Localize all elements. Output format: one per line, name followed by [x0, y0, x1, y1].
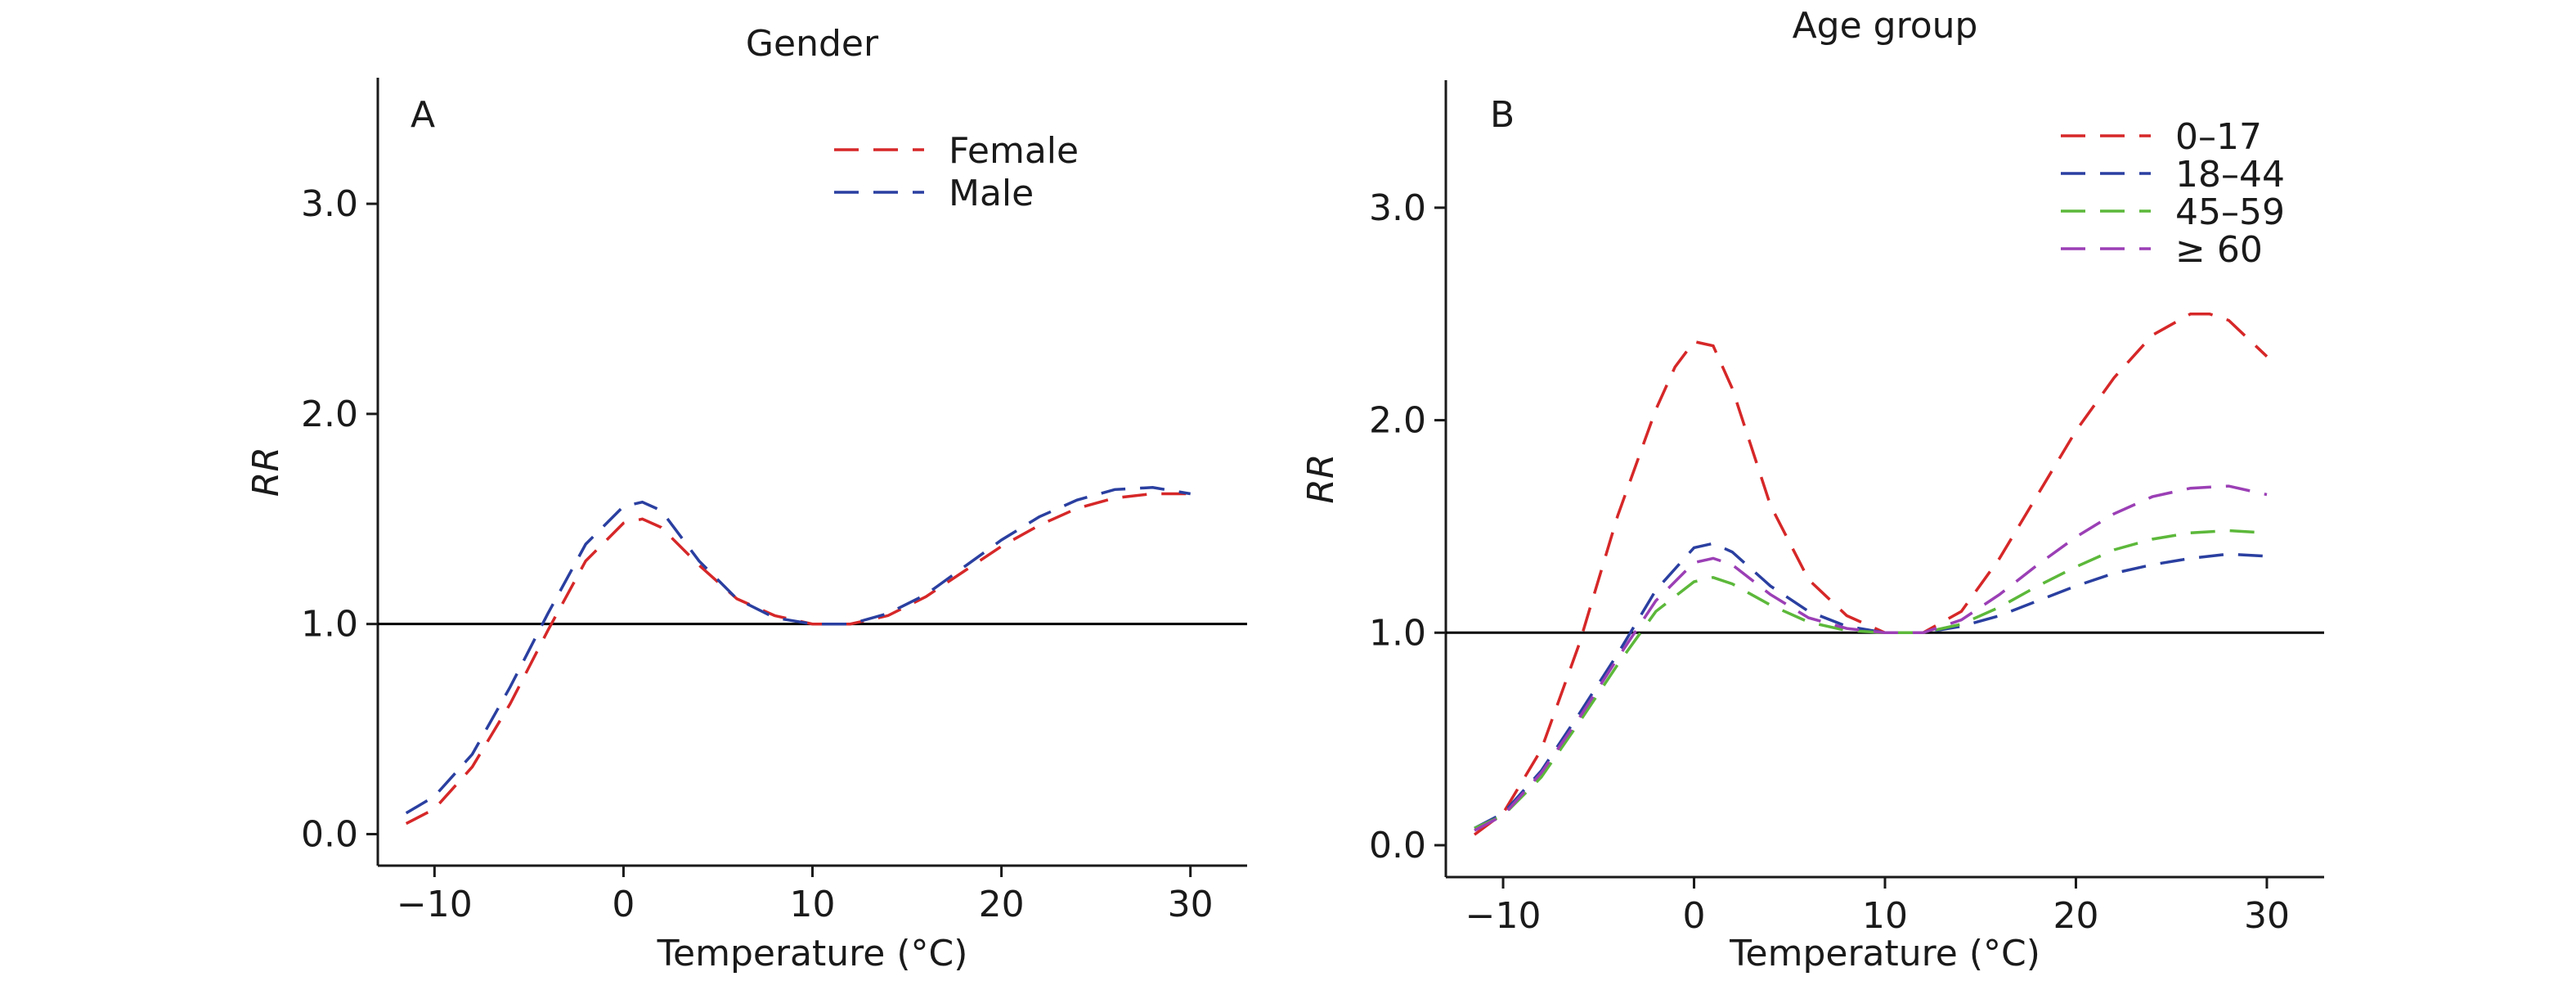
- x-tick-label: 0: [1683, 895, 1706, 937]
- x-tick-label: 30: [1168, 884, 1214, 925]
- panel-label: A: [411, 94, 435, 136]
- y-axis-label: RR: [1300, 453, 1342, 503]
- y-tick-label: 0.0: [1369, 825, 1426, 866]
- legend-label: ≥ 60: [2175, 229, 2263, 271]
- y-tick-label: 3.0: [301, 183, 358, 225]
- chart-panel-gender: 0.0 1.0 2.0 3.0 −10 0 10 20 30 Gender A Temperature…: [245, 23, 1247, 974]
- legend-label: Female: [949, 130, 1079, 172]
- y-tick-label: 2.0: [1369, 400, 1426, 442]
- legend-label: 0–17: [2175, 116, 2262, 158]
- x-tick-label: 20: [979, 884, 1025, 925]
- x-tick-label: −10: [1465, 895, 1542, 937]
- series-line: [1474, 529, 2268, 830]
- legend-label: 18–44: [2175, 154, 2285, 196]
- series-line: [405, 486, 1191, 815]
- y-tick-label: 1.0: [1369, 612, 1426, 654]
- x-tick-label: 0: [612, 884, 635, 925]
- series-line: [1473, 312, 2269, 836]
- x-tick-label: 30: [2244, 895, 2290, 937]
- x-axis-label: Temperature (°C): [1729, 933, 2040, 974]
- x-axis-label: Temperature (°C): [657, 933, 968, 974]
- x-tick-label: −10: [397, 884, 473, 925]
- y-axis-label: RR: [245, 447, 287, 497]
- legend-label: 45–59: [2175, 191, 2285, 233]
- y-tick-label: 1.0: [301, 604, 358, 646]
- y-tick-label: 2.0: [301, 394, 358, 435]
- panel-label: B: [1490, 94, 1515, 136]
- y-tick-label: 3.0: [1369, 187, 1426, 229]
- x-tick-label: 10: [790, 884, 836, 925]
- x-tick-label: 20: [2053, 895, 2098, 937]
- series-line: [405, 492, 1191, 826]
- chart-title: Gender: [746, 23, 879, 65]
- chart-panel-age-group: 0.0 1.0 2.0 3.0 −10 0 10 20 30 Age group B Temperat…: [1300, 5, 2324, 974]
- x-tick-label: 10: [1862, 895, 1908, 937]
- chart-title: Age group: [1793, 5, 1978, 47]
- series-line: [1474, 484, 2268, 832]
- series-line: [1474, 542, 2268, 830]
- y-tick-label: 0.0: [301, 813, 358, 855]
- legend-label: Male: [949, 173, 1034, 214]
